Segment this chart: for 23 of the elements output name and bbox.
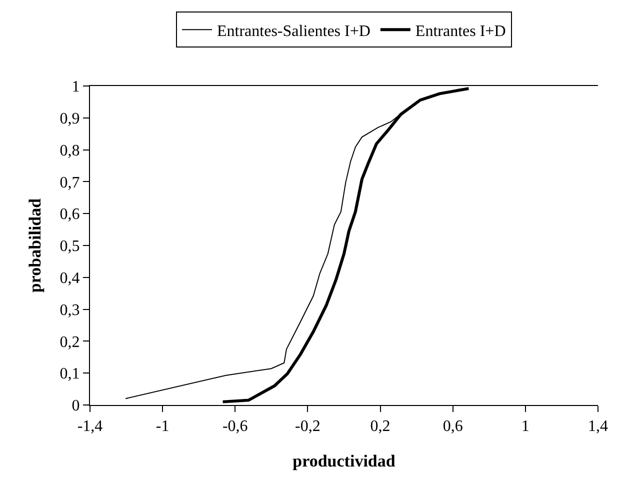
x-tick-label: 1,4 [588, 418, 608, 436]
x-tick-label: -0,2 [295, 418, 320, 436]
x-axis-title: productividad [292, 452, 396, 471]
x-tick-label: 0,2 [370, 418, 390, 436]
y-tick-label: 1 [72, 78, 80, 96]
y-tick-label: 0,2 [60, 334, 80, 351]
x-tick-label: -0,6 [222, 418, 248, 436]
y-tick-label: 0,8 [60, 142, 80, 160]
y-tick-label: 0,1 [60, 366, 80, 383]
y-tick-label: 0,3 [60, 302, 80, 319]
y-tick-label: 0,7 [60, 174, 80, 192]
x-tick-label: 0,6 [442, 418, 463, 436]
y-tick-label: 0,4 [60, 270, 80, 287]
y-axis-title: probabilidad [25, 198, 44, 293]
y-tick-label: 0,5 [60, 238, 80, 256]
y-tick-label: 0,6 [60, 206, 80, 224]
y-tick-label: 0 [72, 398, 80, 415]
legend-label: Entrantes I+D [415, 22, 506, 40]
x-tick-label: -1,4 [77, 418, 103, 436]
y-tick-label: 0,9 [60, 110, 80, 128]
legend-label: Entrantes-Salientes I+D [217, 22, 370, 40]
x-tick-label: 1 [521, 418, 530, 436]
x-tick-label: -1 [156, 418, 170, 436]
